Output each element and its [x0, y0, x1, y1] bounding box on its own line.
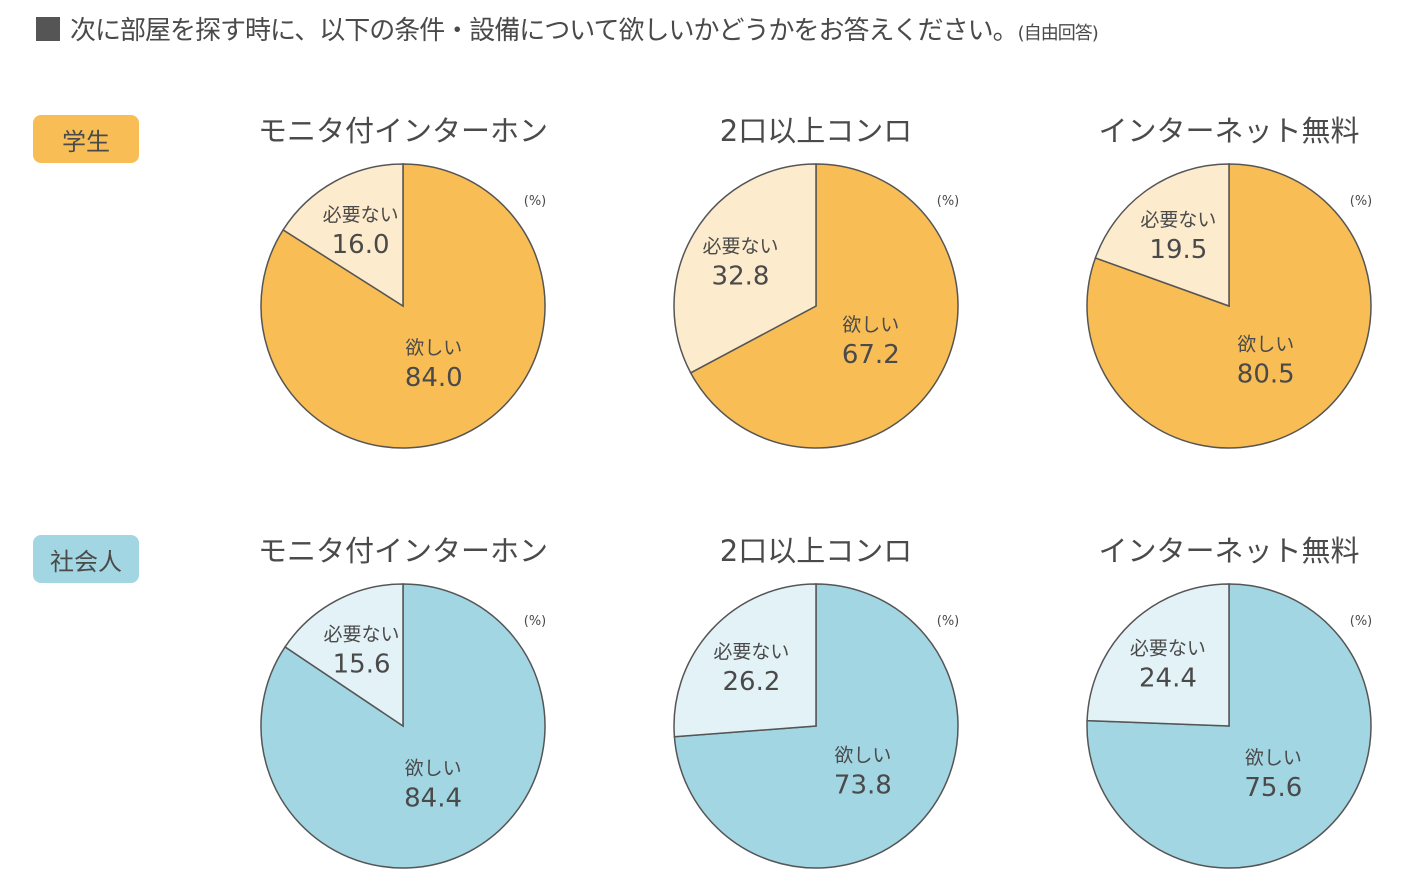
title-note: (自由回答) — [1017, 23, 1099, 44]
slice-label: 必要ない — [1140, 209, 1216, 231]
slice-value: 24.4 — [1139, 664, 1197, 694]
slice-label: 必要ない — [702, 236, 778, 258]
chart-title: インターネット無料 — [1098, 534, 1359, 568]
pie-slice-not-needed — [1086, 583, 1230, 727]
slice-value: 15.6 — [333, 649, 391, 679]
pie-slice-not-needed — [284, 583, 404, 728]
unit-label: (%) — [1350, 614, 1373, 629]
slice-value: 67.2 — [842, 340, 900, 370]
pie-slice-not-needed — [1094, 163, 1230, 308]
unit-label: (%) — [524, 194, 547, 209]
title-text: 次に部屋を探す時に、以下の条件・設備について欲しいかどうかをお答えください。 — [70, 16, 1019, 46]
slice-label: 必要ない — [324, 623, 400, 645]
unit-label: (%) — [1350, 194, 1373, 209]
slice-label: 必要ない — [713, 641, 789, 663]
chart-title: 2口以上コンロ — [720, 114, 912, 148]
pie-slice-not-needed — [673, 163, 817, 374]
slice-value: 84.0 — [405, 363, 463, 393]
page-title: 次に部屋を探す時に、以下の条件・設備について欲しいかどうかをお答えください。(自… — [36, 10, 1099, 47]
pie-slice-want — [1086, 163, 1372, 449]
slice-value: 32.8 — [712, 262, 770, 292]
slice-label: 欲しい — [405, 757, 462, 779]
unit-label: (%) — [524, 614, 547, 629]
slice-label: 欲しい — [1245, 747, 1302, 769]
square-bullet-icon — [36, 17, 60, 41]
slice-label: 必要ない — [1130, 638, 1206, 660]
slice-value: 80.5 — [1237, 359, 1295, 389]
chart-title: モニタ付インターホン — [258, 114, 548, 148]
slice-label: 欲しい — [405, 337, 462, 359]
slice-value: 19.5 — [1149, 235, 1207, 265]
unit-label: (%) — [937, 614, 960, 629]
chart-title: インターネット無料 — [1098, 114, 1359, 148]
slice-value: 75.6 — [1244, 773, 1302, 803]
group-badge-student: 学生 — [33, 115, 139, 163]
group-badge-worker: 社会人 — [33, 535, 139, 583]
chart-title: モニタ付インターホン — [258, 534, 548, 568]
slice-value: 73.8 — [834, 770, 892, 800]
pie-slice-want — [689, 163, 959, 449]
slice-label: 必要ない — [323, 204, 399, 226]
slice-label: 欲しい — [842, 314, 899, 336]
slice-value: 16.0 — [332, 230, 390, 260]
pie-slice-not-needed — [282, 163, 404, 308]
slice-label: 欲しい — [834, 744, 891, 766]
unit-label: (%) — [937, 194, 960, 209]
slice-value: 84.4 — [404, 783, 462, 813]
slice-label: 欲しい — [1237, 333, 1294, 355]
pie-slice-not-needed — [673, 583, 817, 738]
chart-title: 2口以上コンロ — [720, 534, 912, 568]
slice-value: 26.2 — [722, 667, 780, 697]
